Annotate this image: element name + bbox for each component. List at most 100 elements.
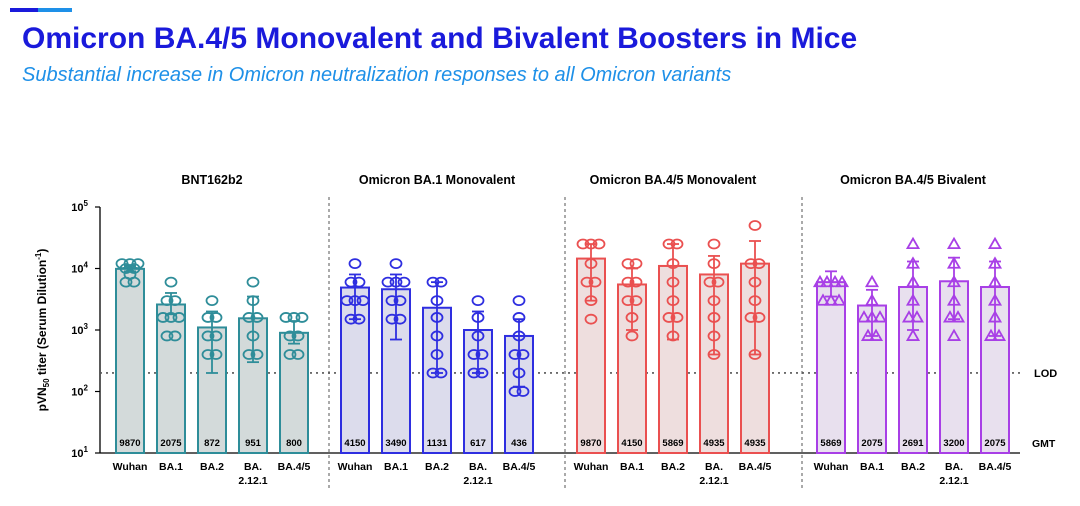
- data-point-circle: [164, 312, 178, 323]
- gmt-value: 800: [286, 438, 302, 449]
- gmt-value: 951: [245, 438, 262, 449]
- data-point-circle: [707, 312, 721, 323]
- data-point-circle: [666, 330, 680, 342]
- data-point-circle: [621, 276, 635, 288]
- data-point-circle: [467, 349, 481, 360]
- data-point-circle: [246, 276, 260, 288]
- data-point-circle: [209, 312, 223, 323]
- data-point-circle: [348, 258, 362, 270]
- gmt-value: 2075: [984, 438, 1006, 449]
- y-tick-base: 10: [71, 448, 83, 460]
- y-label-subscript: 50: [42, 378, 51, 387]
- data-point-circle: [471, 312, 485, 323]
- data-point-circle: [201, 349, 215, 360]
- data-point-circle: [434, 276, 448, 288]
- data-point-triangle: [909, 310, 925, 323]
- data-point-circle: [508, 349, 522, 360]
- data-point-circle: [348, 295, 362, 307]
- data-point-circle: [707, 295, 721, 307]
- data-point-circle: [205, 295, 219, 307]
- data-point-triangle: [864, 293, 880, 306]
- data-point-circle: [576, 238, 590, 250]
- data-point-circle: [516, 349, 530, 360]
- x-tick-label: BA.2: [901, 461, 925, 473]
- data-point-circle: [584, 238, 598, 250]
- data-point-circle: [475, 349, 489, 360]
- data-point-circle: [662, 312, 676, 323]
- data-point-circle: [584, 258, 598, 270]
- gmt-value: 617: [470, 438, 486, 449]
- data-point-circle: [242, 349, 256, 360]
- data-point-circle: [209, 330, 223, 342]
- data-point-circle: [434, 367, 448, 379]
- y-tick-exponent: 3: [84, 322, 89, 331]
- data-point-circle: [707, 330, 721, 342]
- y-label-main: titer (Serum Dilution: [35, 260, 49, 379]
- data-point-circle: [508, 386, 522, 397]
- data-point-circle: [209, 349, 223, 360]
- y-label-main: ): [35, 249, 49, 253]
- bar: [115, 267, 145, 454]
- data-point-circle: [279, 312, 293, 323]
- data-point-circle: [666, 276, 680, 288]
- data-point-circle: [471, 295, 485, 307]
- y-tick-exponent: 2: [84, 384, 89, 393]
- data-point-circle: [752, 258, 766, 270]
- data-point-circle: [430, 330, 444, 342]
- panel-title: Omicron BA.1 Monovalent: [359, 173, 516, 187]
- gmt-value: 9870: [580, 438, 601, 449]
- data-point-circle: [246, 330, 260, 342]
- bar: [156, 303, 186, 454]
- data-point-circle: [670, 238, 684, 250]
- data-point-triangle: [905, 293, 921, 306]
- x-tick-label: BA.2: [661, 461, 685, 473]
- data-point-circle: [584, 313, 598, 325]
- data-point-circle: [172, 312, 186, 323]
- data-point-circle: [160, 295, 174, 307]
- data-point-triangle: [864, 310, 880, 323]
- data-point-circle: [748, 220, 762, 231]
- bar: [617, 283, 647, 454]
- data-point-triangle: [901, 310, 917, 323]
- data-point-circle: [629, 258, 643, 270]
- data-point-circle: [115, 258, 129, 270]
- y-label-superscript: -1: [34, 252, 43, 260]
- data-point-circle: [123, 269, 137, 280]
- gmt-value: 3200: [943, 438, 964, 449]
- gmt-value: 5869: [820, 438, 841, 449]
- x-tick-label: BA.: [469, 461, 487, 473]
- y-tick-label: 105: [71, 199, 88, 214]
- data-point-circle: [430, 349, 444, 360]
- data-point-circle: [467, 367, 481, 379]
- data-point-circle: [475, 367, 489, 379]
- data-point-circle: [389, 258, 403, 270]
- data-point-circle: [352, 313, 366, 325]
- x-tick-label: BA.4/5: [739, 461, 772, 473]
- data-point-triangle: [946, 328, 962, 341]
- data-point-circle: [283, 330, 297, 342]
- data-point-circle: [385, 295, 399, 307]
- data-point-circle: [168, 330, 182, 342]
- y-tick-base: 10: [71, 387, 83, 399]
- gmt-value: 4935: [744, 438, 766, 449]
- panel-title: Omicron BA.4/5 Bivalent: [840, 173, 987, 187]
- gmt-value: 4150: [344, 438, 365, 449]
- gmt-value: 5869: [662, 438, 683, 449]
- x-tick-label: BA.4/5: [979, 461, 1012, 473]
- data-point-circle: [670, 312, 684, 323]
- data-point-circle: [430, 312, 444, 323]
- data-point-circle: [426, 367, 440, 379]
- gmt-value: 872: [204, 438, 220, 449]
- data-point-circle: [160, 330, 174, 342]
- x-tick-label: 2.12.1: [238, 475, 267, 487]
- x-tick-label: BA.: [945, 461, 963, 473]
- data-point-circle: [516, 386, 530, 397]
- data-point-circle: [711, 276, 725, 288]
- data-point-circle: [580, 276, 594, 288]
- data-point-circle: [662, 238, 676, 250]
- data-point-triangle: [987, 293, 1003, 306]
- x-tick-label: BA.4/5: [503, 461, 536, 473]
- data-point-triangle: [868, 328, 884, 341]
- data-point-circle: [666, 258, 680, 270]
- data-point-circle: [629, 276, 643, 288]
